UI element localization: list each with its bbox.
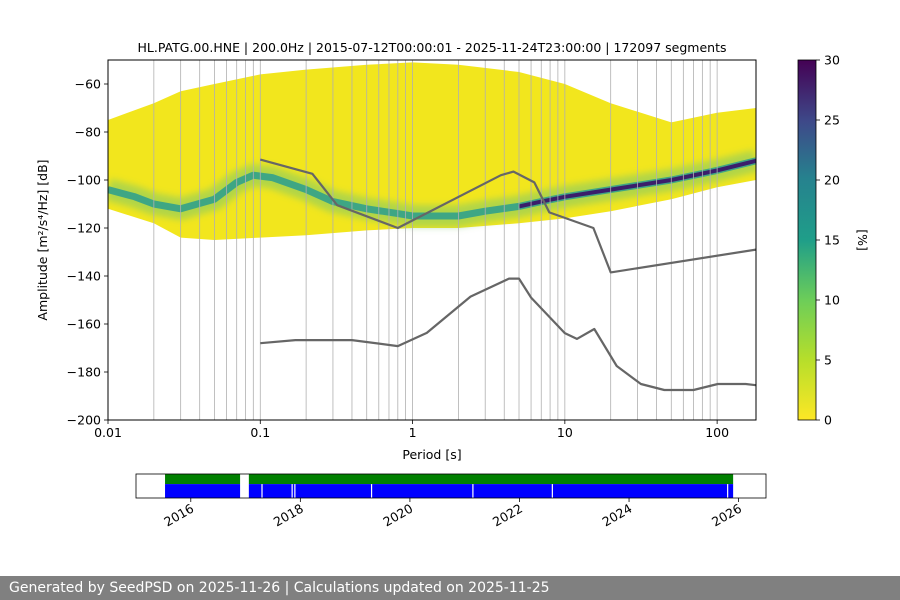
availability-tick-label: 2022 [490,501,525,530]
availability-bar [165,474,734,498]
availability-segment-green [165,474,241,485]
footer: Generated by SeedPSD on 2025-11-26 | Cal… [0,576,900,600]
colorbar-tick-label: 5 [824,353,832,368]
colorbar-ticks: 0 5 10 15 20 25 30 [816,53,840,428]
colorbar-tick-label: 15 [824,233,840,248]
x-tick-label: 10 [557,425,573,440]
colorbar-tick-label: 0 [824,413,832,428]
x-axis-label: Period [s] [402,447,461,462]
chart-title: HL.PATG.00.HNE | 200.0Hz | 2015-07-12T00… [137,40,726,55]
colorbar [797,59,817,421]
noise-model-curves [260,158,756,392]
y-axis-label: Amplitude [m²/s⁴/Hz] [dB] [35,159,50,320]
availability-tick-label: 2020 [380,501,415,530]
x-tick-label: 100 [705,425,729,440]
availability-frame [135,473,767,499]
x-tick-label: 0.01 [94,425,122,440]
availability-ticks: 2016 2018 2020 2022 2024 2026 [161,498,744,530]
colorbar-tick-label: 20 [824,173,840,188]
nhnm-curve [260,158,756,274]
figure: HL.PATG.00.HNE | 200.0Hz | 2015-07-12T00… [35,40,870,530]
nlnm-curve [260,277,756,392]
y-tick-label: −120 [67,221,101,236]
availability-tick-label: 2016 [161,501,196,530]
x-tick-label: 1 [409,425,417,440]
y-tick-label: −200 [67,413,101,428]
y-tick-label: −140 [67,269,101,284]
availability-segment-blue [248,484,734,498]
y-tick-label: −60 [75,77,101,92]
availability-tick-label: 2018 [271,501,306,530]
plot-frame [107,59,757,421]
y-tick-label: −100 [67,173,101,188]
axis-ticks: 0.01 0.1 1 10 100 −200 −180 −160 −140 −120 −100 −80… [67,77,729,441]
colorbar-tick-label: 10 [824,293,840,308]
availability-segment-blue [165,484,241,498]
grid [107,60,718,420]
colorbar-label: [%] [855,229,870,251]
availability-tick-label: 2024 [599,501,634,530]
y-tick-label: −80 [75,125,101,140]
x-tick-label: 0.1 [250,425,270,440]
y-tick-label: −180 [67,365,101,380]
psd-heatmap [108,62,756,241]
colorbar-tick-label: 30 [824,53,840,68]
availability-segment-green [248,474,734,485]
y-tick-label: −160 [67,317,101,332]
availability-tick-label: 2026 [709,501,744,530]
colorbar-tick-label: 25 [824,113,840,128]
